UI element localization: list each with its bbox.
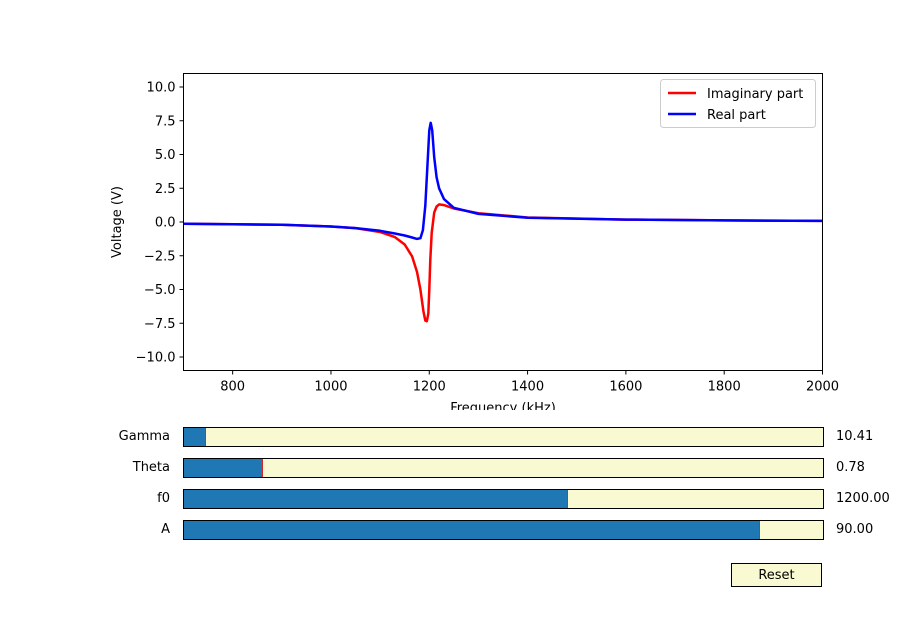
x-tick-label: 1800 [708, 380, 741, 395]
y-ticks: −10.0 −7.5 −5.0 −2.5 0.0 2.5 5.0 7.5 10.0 [136, 81, 184, 366]
slider-theta-fill [184, 459, 263, 477]
slider-gamma-track[interactable] [183, 427, 824, 447]
slider-gamma-value: 10.41 [836, 429, 874, 444]
y-tick-label: 5.0 [155, 148, 176, 163]
y-tick-label: 7.5 [155, 114, 176, 129]
curves-layer [183, 121, 823, 323]
slider-a-track[interactable] [183, 520, 824, 540]
slider-a: A 90.00 [0, 520, 914, 540]
slider-f0-track[interactable] [183, 489, 824, 509]
slider-theta-handle[interactable] [262, 459, 264, 477]
x-tick-label: 1400 [511, 380, 544, 395]
real-part-line [183, 121, 823, 241]
x-tick-label: 1000 [314, 380, 347, 395]
chart: 800 1000 1200 1400 1600 1800 2000 −10.0 −7.5 −5.… [110, 73, 839, 410]
slider-a-fill [184, 521, 760, 539]
y-tick-label: −5.0 [144, 283, 176, 298]
x-ticks: 800 1000 1200 1400 1600 1800 2000 [220, 370, 839, 395]
x-tick-label: 2000 [806, 380, 839, 395]
y-axis-label: Voltage (V) [110, 186, 125, 258]
imaginary-part-line [183, 203, 823, 323]
slider-f0-value: 1200.00 [836, 491, 890, 506]
y-tick-label: 0.0 [155, 216, 176, 231]
slider-f0-label: f0 [157, 491, 170, 506]
reset-button[interactable]: Reset [731, 563, 822, 587]
y-tick-label: −7.5 [144, 317, 176, 332]
slider-gamma-handle[interactable] [204, 428, 206, 446]
slider-gamma: Gamma 10.41 [0, 427, 914, 447]
x-axis-label: Frequency (kHz) [450, 401, 556, 410]
legend-frame [660, 79, 816, 128]
y-tick-label: 10.0 [147, 81, 176, 96]
x-tick-label: 1200 [413, 380, 446, 395]
slider-theta-track[interactable] [183, 458, 824, 478]
slider-a-handle[interactable] [758, 521, 760, 539]
x-tick-label: 1600 [609, 380, 642, 395]
slider-a-value: 90.00 [836, 522, 874, 537]
slider-f0-handle[interactable] [566, 490, 568, 508]
y-tick-label: 2.5 [155, 182, 176, 197]
legend-label-imaginary: Imaginary part [707, 87, 803, 102]
slider-f0-fill [184, 490, 568, 508]
slider-gamma-fill [184, 428, 206, 446]
legend: Imaginary part Real part [660, 79, 816, 128]
slider-gamma-label: Gamma [118, 429, 170, 444]
slider-f0: f0 1200.00 [0, 489, 914, 509]
x-tick-label: 800 [220, 380, 245, 395]
slider-theta-value: 0.78 [836, 460, 865, 475]
legend-label-real: Real part [707, 108, 766, 123]
y-tick-label: −2.5 [144, 249, 176, 264]
y-tick-label: −10.0 [136, 351, 176, 366]
slider-a-label: A [161, 522, 170, 537]
slider-theta-label: Theta [132, 460, 170, 475]
slider-theta: Theta 0.78 [0, 458, 914, 478]
